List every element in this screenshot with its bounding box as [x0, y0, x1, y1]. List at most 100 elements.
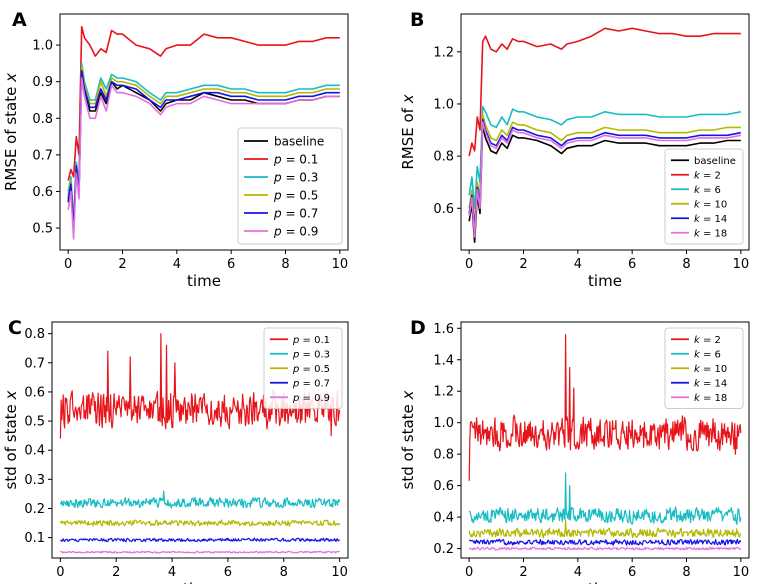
- legend-entry: k = 2: [694, 170, 721, 181]
- x-tick-label: 0: [56, 565, 64, 580]
- x-tick-label: 2: [519, 257, 527, 272]
- series-line-1: [468, 27, 741, 157]
- legend-entry: k = 10: [694, 199, 727, 210]
- chart-panel-c: C 0 2 4 6 8 10 0.1 0.2 0.3 0.4 0.5 0.6 0.7 0.8 time std …: [2, 317, 349, 584]
- legend-entry: p = 0.3: [292, 349, 330, 360]
- y-tick-label: 0.6: [24, 385, 45, 400]
- x-tick-label: 6: [224, 565, 232, 580]
- y-tick-label: 1.0: [433, 97, 454, 112]
- x-tick-label: 4: [168, 565, 176, 580]
- x-tick-label: 10: [733, 565, 750, 580]
- y-tick-label: 0.5: [24, 415, 45, 430]
- series-line-2: [468, 105, 741, 210]
- series-line-1: [67, 26, 340, 181]
- legend-entry: k = 14: [694, 378, 727, 389]
- legend-box: [263, 327, 343, 409]
- x-tick-label: 2: [112, 565, 120, 580]
- series-line-4: [67, 69, 340, 229]
- x-tick-label: 10: [331, 565, 348, 580]
- plot-frame: [460, 13, 750, 251]
- y-tick-label: 0.7: [24, 356, 45, 371]
- legend-entry: p = 0.3: [273, 170, 318, 184]
- plot-frame: [59, 13, 349, 251]
- x-tick-label: 10: [332, 257, 349, 272]
- y-tick-label: 0.8: [24, 327, 45, 342]
- x-tick-label: 0: [465, 565, 473, 580]
- legend-entry: k = 18: [694, 228, 727, 239]
- x-tick-label: 10: [733, 257, 750, 272]
- x-tick-label: 8: [280, 565, 288, 580]
- series-line-2: [59, 519, 341, 527]
- chart-panel-d: D 0 2 4 6 8 10 0.2 0.4 0.6 0.8 1.0 1.2 1.4 1.6 time std …: [399, 317, 750, 584]
- panel-label: B: [410, 9, 424, 31]
- legend: k = 2 k = 6 k = 10 k = 14 k = 18: [664, 327, 744, 409]
- y-tick-label: 0.2: [24, 502, 45, 517]
- chart-panel-b: B 0 2 4 6 8 10 0.6 0.8 1.0 1.2 time RMSE of x baselin…: [399, 9, 750, 290]
- series-line-1: [59, 490, 341, 509]
- y-tick-label: 1.2: [433, 385, 454, 400]
- y-tick-label: 1.6: [433, 322, 454, 337]
- y-tick-label: 0.8: [433, 150, 454, 165]
- x-tick-label: 4: [574, 257, 582, 272]
- y-tick-label: 0.6: [433, 479, 454, 494]
- legend-entry: p = 0.5: [273, 188, 318, 202]
- series-group: [67, 26, 340, 240]
- legend-entry: k = 6: [694, 185, 721, 196]
- x-tick-label: 2: [519, 565, 527, 580]
- series-line-5: [468, 121, 741, 238]
- series-line-1: [468, 472, 742, 525]
- x-tick-label: 8: [281, 257, 289, 272]
- legend: p = 0.1 p = 0.3 p = 0.5 p = 0.7 p = 0.9: [263, 327, 343, 409]
- x-axis-label: time: [588, 580, 622, 584]
- y-tick-label: 0.4: [433, 511, 454, 526]
- x-tick-label: 8: [682, 257, 690, 272]
- x-axis-label: time: [588, 272, 622, 290]
- series-line-2: [468, 519, 742, 539]
- series-line-4: [468, 546, 742, 551]
- x-axis-label: time: [187, 272, 221, 290]
- panel-label: C: [8, 317, 22, 339]
- series-line-3: [468, 538, 742, 546]
- legend-entry: p = 0.7: [273, 206, 318, 220]
- legend-box: [237, 127, 343, 245]
- legend: baseline k = 2 k = 6 k = 10 k = 14 k = 18: [664, 148, 744, 245]
- plot-frame: [460, 321, 750, 559]
- panel-label: D: [410, 317, 426, 339]
- legend-entry: k = 14: [694, 214, 727, 225]
- series-line-3: [468, 113, 741, 225]
- legend-entry: p = 0.1: [292, 335, 330, 346]
- x-tick-label: 6: [227, 257, 235, 272]
- y-tick-label: 0.8: [433, 448, 454, 463]
- panel-label: A: [12, 9, 27, 31]
- legend-entry: p = 0.9: [292, 393, 330, 404]
- legend-entry: p = 0.7: [292, 378, 330, 389]
- chart-panel-a: A 0 2 4 6 8 10 0.5 0.6 0.7 0.8 0.9 1.0 time RMSE of st…: [2, 9, 349, 290]
- x-tick-label: 4: [173, 257, 181, 272]
- series-line-0: [59, 333, 341, 439]
- y-axis-label: std of state x: [2, 390, 20, 489]
- x-tick-label: 0: [465, 257, 473, 272]
- legend-entry: p = 0.1: [273, 152, 318, 166]
- series-line-0: [468, 334, 742, 481]
- x-tick-label: 0: [64, 257, 72, 272]
- y-axis-label: std of state x: [399, 390, 417, 489]
- series-group: [468, 27, 741, 243]
- x-tick-label: 2: [118, 257, 126, 272]
- legend-entry: k = 6: [694, 349, 721, 360]
- series-line-3: [60, 537, 340, 543]
- y-tick-label: 1.4: [433, 353, 454, 368]
- x-tick-label: 6: [628, 565, 636, 580]
- y-tick-label: 1.0: [433, 416, 454, 431]
- y-tick-label: 0.9: [32, 75, 53, 90]
- y-tick-label: 0.4: [24, 444, 45, 459]
- legend-entry: baseline: [694, 156, 736, 167]
- legend-entry: k = 18: [694, 393, 727, 404]
- y-tick-label: 0.8: [32, 112, 53, 127]
- x-tick-label: 8: [682, 565, 690, 580]
- y-tick-label: 0.5: [32, 222, 53, 237]
- y-tick-label: 1.0: [32, 39, 53, 54]
- legend-entry: p = 0.5: [292, 364, 330, 375]
- y-tick-label: 0.6: [32, 185, 53, 200]
- y-tick-label: 0.3: [24, 473, 45, 488]
